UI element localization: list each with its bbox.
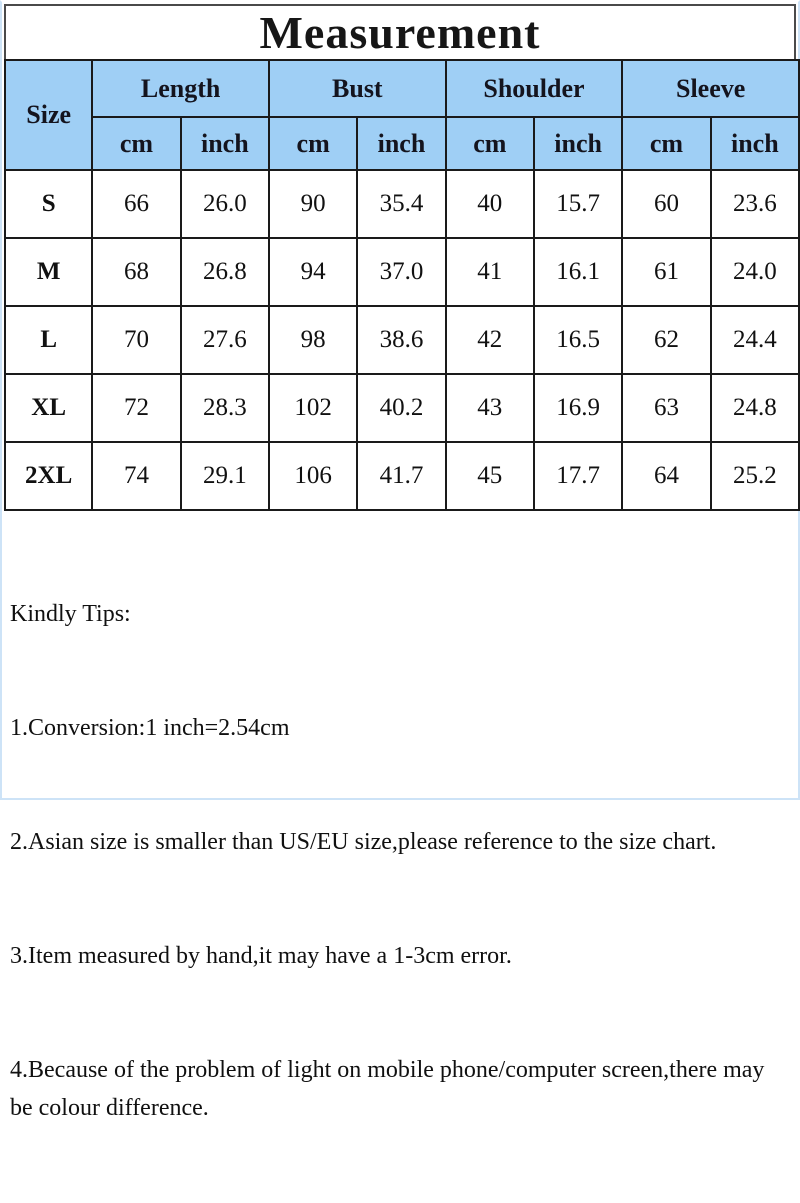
table-row-2xl: 2XL 74 29.1 106 41.7 45 17.7 64 25.2 xyxy=(3,441,800,511)
unit-header: cm xyxy=(267,116,359,171)
value-cell: 72 xyxy=(91,373,182,443)
table-header-units: cm inch cm inch cm inch cm inch xyxy=(5,116,800,171)
value-cell: 24.0 xyxy=(709,237,800,307)
value-cell: 26.8 xyxy=(179,237,270,307)
value-cell: 41 xyxy=(444,237,535,307)
value-cell: 90 xyxy=(267,169,359,239)
value-cell: 40 xyxy=(444,169,535,239)
value-cell: 38.6 xyxy=(356,305,447,375)
value-cell: 40.2 xyxy=(356,373,447,443)
column-group-shoulder: Shoulder xyxy=(444,59,624,118)
value-cell: 102 xyxy=(267,373,359,443)
tip-item: 2.Asian size is smaller than US/EU size,… xyxy=(10,829,717,855)
unit-header: cm xyxy=(444,116,535,171)
size-cell: M xyxy=(3,237,94,307)
value-cell: 24.8 xyxy=(709,373,800,443)
value-cell: 37.0 xyxy=(356,237,447,307)
value-cell: 26.0 xyxy=(179,169,270,239)
kindly-tips-section: Kindly Tips: 1.Conversion:1 inch=2.54cm … xyxy=(2,511,798,1203)
value-cell: 68 xyxy=(91,237,182,307)
value-cell: 35.4 xyxy=(356,169,447,239)
value-cell: 41.7 xyxy=(356,441,447,511)
column-header-size: Size xyxy=(3,59,94,171)
value-cell: 43 xyxy=(444,373,535,443)
value-cell: 64 xyxy=(621,441,712,511)
value-cell: 28.3 xyxy=(179,373,270,443)
unit-header: inch xyxy=(532,116,624,171)
unit-header: inch xyxy=(356,116,447,171)
tip-item: 3.Item measured by hand,it may have a 1-… xyxy=(10,943,512,969)
value-cell: 25.2 xyxy=(709,441,800,511)
value-cell: 24.4 xyxy=(709,305,800,375)
page-frame: Measurement Size Length Bust Shoulder Sl… xyxy=(0,0,800,1121)
size-cell: XL xyxy=(3,373,94,443)
value-cell: 60 xyxy=(621,169,712,239)
value-cell: 45 xyxy=(444,441,535,511)
value-cell: 66 xyxy=(91,169,182,239)
title-box: Measurement xyxy=(4,4,796,59)
unit-header: inch xyxy=(179,116,270,171)
value-cell: 74 xyxy=(91,441,182,511)
column-group-length: Length xyxy=(91,59,270,118)
table-row-m: M 68 26.8 94 37.0 41 16.1 61 24.0 xyxy=(3,237,800,307)
value-cell: 27.6 xyxy=(179,305,270,375)
value-cell: 17.7 xyxy=(532,441,624,511)
size-cell: 2XL xyxy=(3,441,94,511)
value-cell: 16.9 xyxy=(532,373,624,443)
table-row-xl: XL 72 28.3 102 40.2 43 16.9 63 24.8 xyxy=(3,373,800,443)
value-cell: 16.1 xyxy=(532,237,624,307)
unit-header: cm xyxy=(91,116,182,171)
unit-header: cm xyxy=(621,116,712,171)
value-cell: 15.7 xyxy=(532,169,624,239)
value-cell: 42 xyxy=(444,305,535,375)
value-cell: 29.1 xyxy=(179,441,270,511)
size-cell: L xyxy=(3,305,94,375)
value-cell: 61 xyxy=(621,237,712,307)
value-cell: 62 xyxy=(621,305,712,375)
table-row-s: S 66 26.0 90 35.4 40 15.7 60 23.6 xyxy=(3,169,800,239)
tips-heading: Kindly Tips: xyxy=(10,601,131,627)
column-group-bust: Bust xyxy=(267,59,447,118)
tip-item: 4.Because of the problem of light on mob… xyxy=(10,1057,783,1121)
value-cell: 98 xyxy=(267,305,359,375)
unit-header: inch xyxy=(709,116,800,171)
page-title: Measurement xyxy=(259,7,541,58)
tip-item: 1.Conversion:1 inch=2.54cm xyxy=(10,715,290,741)
value-cell: 23.6 xyxy=(709,169,800,239)
value-cell: 63 xyxy=(621,373,712,443)
value-cell: 70 xyxy=(91,305,182,375)
size-table: Size Length Bust Shoulder Sleeve cm inch… xyxy=(3,59,800,511)
table-header-groups: Size Length Bust Shoulder Sleeve xyxy=(3,59,800,171)
column-group-sleeve: Sleeve xyxy=(621,59,800,118)
value-cell: 16.5 xyxy=(532,305,624,375)
size-cell: S xyxy=(3,169,94,239)
value-cell: 94 xyxy=(267,237,359,307)
value-cell: 106 xyxy=(267,441,359,511)
table-row-l: L 70 27.6 98 38.6 42 16.5 62 24.4 xyxy=(3,305,800,375)
